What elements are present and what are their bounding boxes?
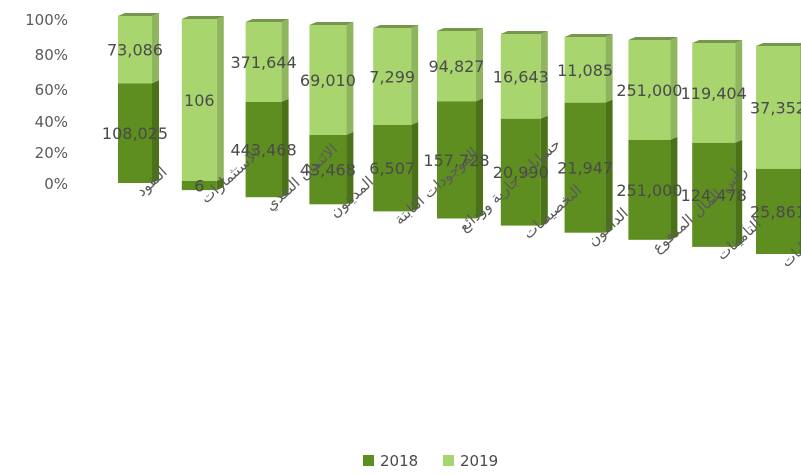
bar-2019 [564, 37, 606, 103]
data-label-2019: 106 [184, 91, 215, 110]
legend: 2018 2019 [363, 452, 498, 470]
y-axis-ticks: 0% 20% 40% 60% 80% 100% [25, 11, 68, 193]
bar-2019 [500, 34, 541, 119]
data-label-2019: 7,299 [369, 67, 415, 86]
y-tick-label: 80% [35, 46, 68, 64]
bar-2019 [692, 43, 736, 143]
bar-2018-side [670, 136, 678, 240]
bar-top-face [692, 40, 743, 43]
bar-2018-side [216, 177, 224, 191]
bar-2018 [373, 124, 412, 212]
bar-2019 [245, 22, 282, 102]
legend-swatch [443, 455, 454, 466]
bar-2019 [756, 46, 800, 169]
bar-2018-side [411, 121, 419, 212]
bar-2018 [692, 142, 736, 247]
data-label-2018: 6,507 [369, 159, 415, 178]
bar-2018 [564, 102, 606, 233]
bar-2018 [118, 83, 152, 183]
bar-2018 [181, 180, 217, 191]
bar-2018-side [152, 80, 159, 183]
bar-2019 [628, 40, 671, 140]
bar-2019 [181, 19, 217, 181]
bar-top-face [756, 43, 801, 46]
legend-label: 2018 [380, 452, 418, 470]
bar-2019 [373, 28, 412, 125]
bar-2019-side [605, 34, 613, 103]
bar-2018 [437, 101, 476, 219]
bar-2019-side [670, 37, 678, 140]
bar-2019 [118, 16, 152, 84]
data-label-2018: 43,468 [300, 161, 356, 180]
bar-2018 [628, 139, 671, 240]
data-label-2018: 157,728 [423, 151, 489, 170]
data-label-2018: 251,000 [616, 181, 682, 200]
data-label-2018: 108,025 [102, 124, 168, 143]
data-label-2019: 251,000 [616, 81, 682, 100]
bar-2019-side [476, 28, 483, 102]
legend-swatch [363, 455, 374, 466]
bar-2018-side [346, 132, 354, 205]
bar-2018-side [281, 98, 289, 198]
data-label-2019: 73,086 [107, 41, 163, 60]
data-label-2019: 371,644 [231, 53, 297, 72]
data-label-2019: 37,352 [750, 98, 801, 117]
bar-2018 [245, 101, 282, 198]
y-tick-label: 100% [25, 11, 68, 29]
bar-2019-side [411, 25, 419, 125]
bar-2018 [309, 135, 347, 205]
bar-top-face [118, 13, 159, 16]
data-label-2019: 119,404 [681, 84, 747, 103]
bar-2018 [500, 118, 541, 226]
bar-2019-side [152, 13, 159, 84]
bar-top-face [437, 28, 483, 31]
data-label-2018: 25,861 [750, 202, 801, 221]
data-label-2018: 21,947 [557, 159, 613, 178]
y-tick-label: 0% [44, 175, 68, 193]
bar-2019 [437, 31, 476, 102]
bar-2018-side [735, 139, 743, 247]
bar-2018 [756, 168, 800, 254]
y-tick-label: 20% [35, 144, 68, 162]
bar-top-face [373, 25, 419, 28]
bar-2018-side [605, 99, 613, 233]
data-label-2018: 443,468 [231, 141, 297, 160]
bar-top-face [628, 37, 678, 40]
bar-top-face [500, 31, 548, 34]
bar-2018-side [540, 115, 548, 226]
data-labels-group: 73,086 108,025 106 6 371,644 443,468 69,010 43,… [102, 41, 801, 222]
data-label-2019: 11,085 [557, 61, 613, 80]
bar-top-face [309, 22, 354, 25]
bar-2019-side [216, 16, 224, 181]
data-label-2018: 124,478 [681, 186, 747, 205]
data-label-2019: 94,827 [429, 57, 485, 76]
data-label-2019: 16,643 [493, 67, 549, 86]
legend-label: 2019 [460, 452, 498, 470]
bar-2019-side [540, 31, 548, 119]
bars-group [118, 13, 801, 254]
bar-2019-side [281, 19, 289, 102]
data-label-2018: 6 [194, 177, 204, 196]
bar-top-face [245, 19, 289, 22]
bar-top-face [181, 16, 224, 19]
y-tick-label: 40% [35, 113, 68, 131]
bar-2019-side [346, 22, 354, 136]
data-label-2019: 69,010 [300, 71, 356, 90]
data-label-2018: 20,990 [493, 163, 549, 182]
bar-2018-side [476, 98, 483, 219]
bar-2019-side [735, 40, 743, 143]
bar-top-face [564, 34, 613, 37]
y-tick-label: 60% [35, 81, 68, 99]
bar-2019 [309, 25, 347, 136]
